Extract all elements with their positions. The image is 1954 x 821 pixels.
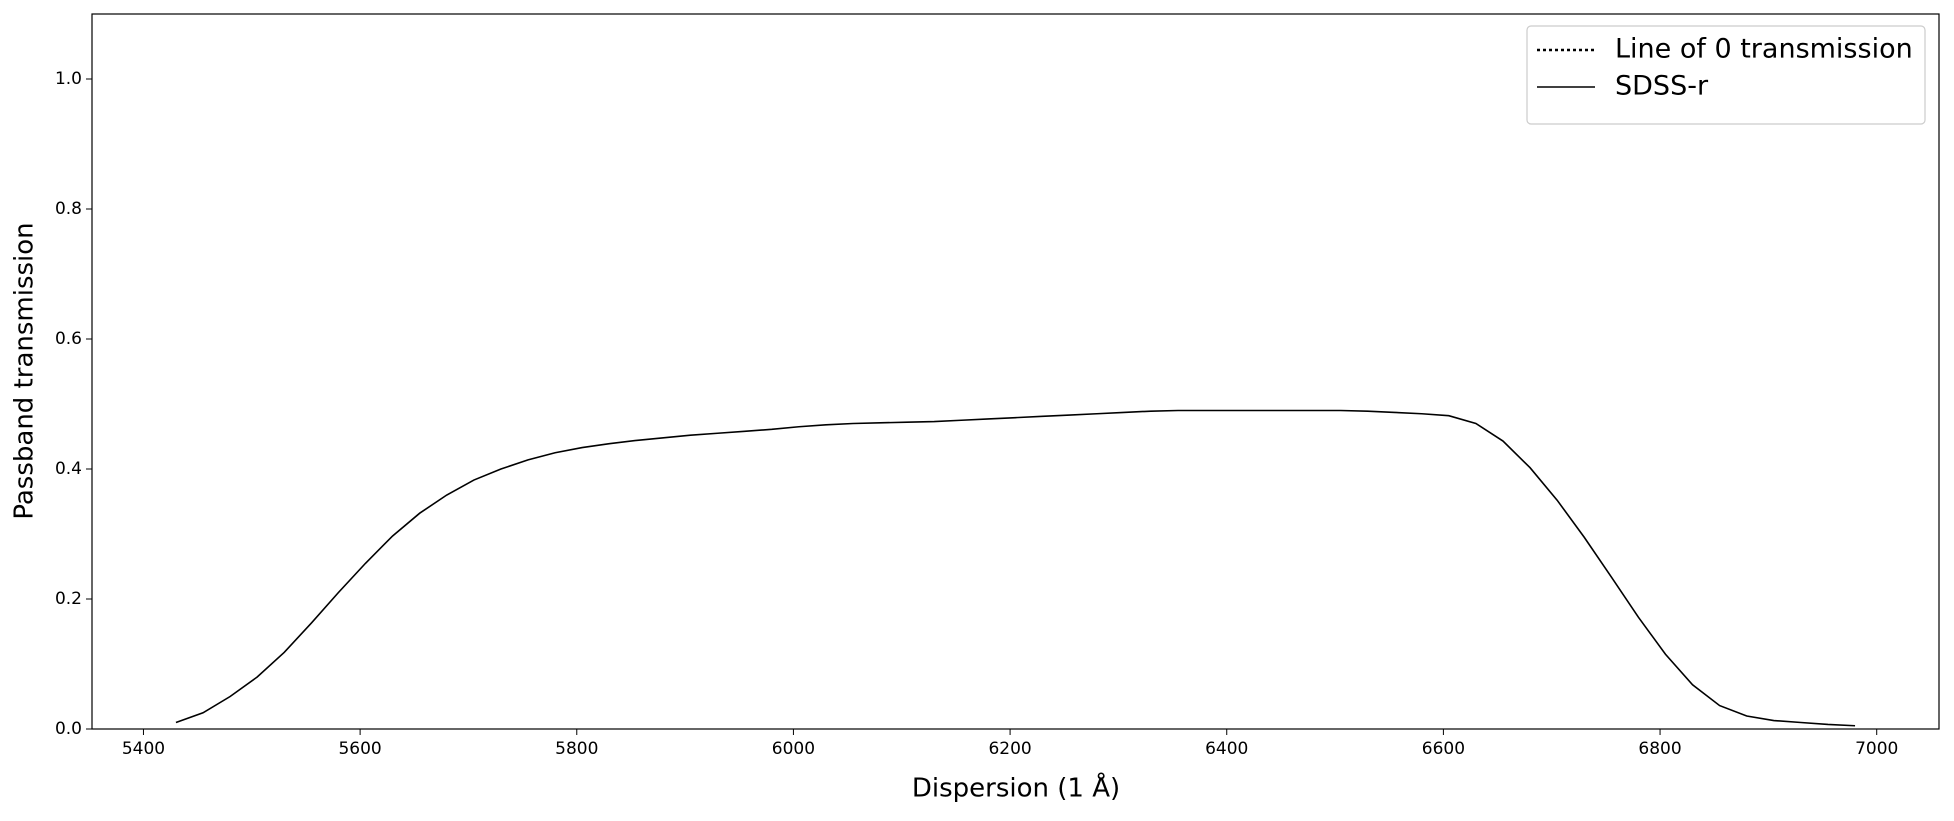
x-tick-label: 5600 — [338, 739, 381, 759]
plot-frame — [91, 13, 1940, 730]
y-tick-label: 0.8 — [55, 199, 82, 219]
x-tick-label: 6600 — [1422, 739, 1465, 759]
legend-label: Line of 0 transmission — [1615, 34, 1913, 65]
x-axis-label: Dispersion (1 Å) — [912, 772, 1120, 804]
x-tick-label: 5400 — [122, 739, 165, 759]
x-tick-label: 6800 — [1638, 739, 1681, 759]
legend-box — [1526, 25, 1926, 125]
y-axis-label: Passband transmission — [10, 222, 40, 519]
x-tick-label: 6200 — [988, 739, 1031, 759]
y-tick-label: 0.6 — [55, 329, 82, 349]
y-tick-label: 0.2 — [55, 589, 82, 609]
y-tick-label: 0.4 — [55, 459, 82, 479]
x-tick-label: 5800 — [555, 739, 598, 759]
x-tick-label: 6400 — [1205, 739, 1248, 759]
y-tick-label: 1.0 — [55, 69, 82, 89]
x-tick-label: 6000 — [772, 739, 815, 759]
y-tick-label: 0.0 — [55, 719, 82, 739]
x-tick-label: 7000 — [1855, 739, 1898, 759]
legend-label: SDSS-r — [1615, 71, 1709, 102]
line-series — [175, 409, 1856, 727]
